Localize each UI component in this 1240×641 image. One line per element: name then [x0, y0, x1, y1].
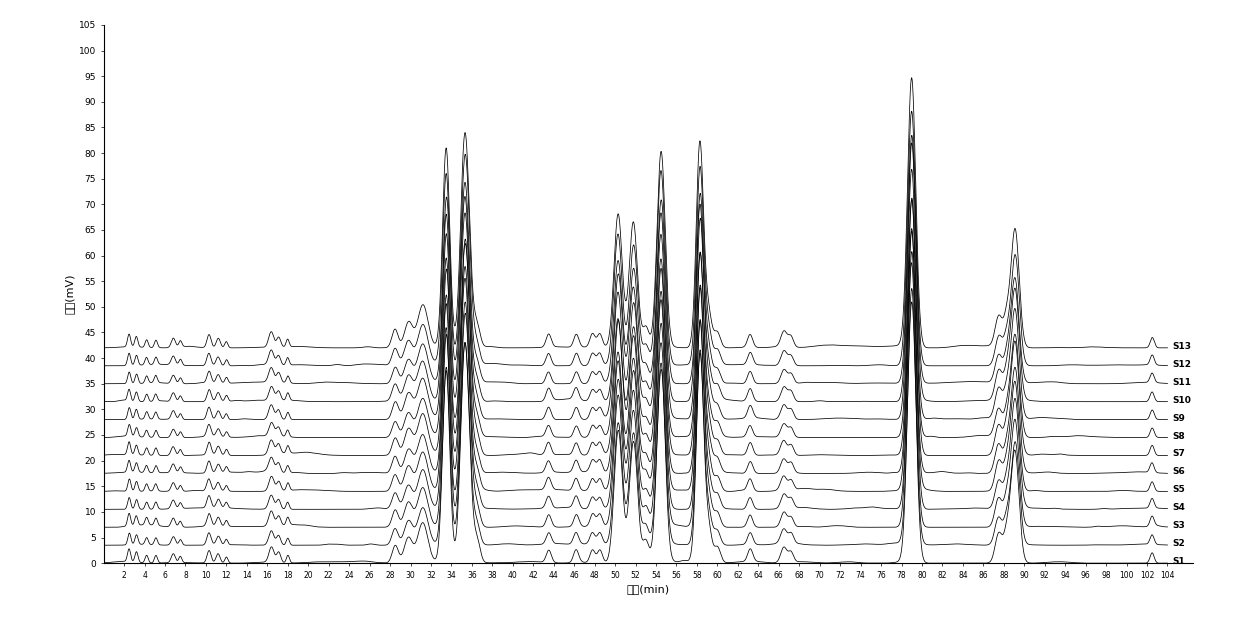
- Text: S5: S5: [1173, 485, 1185, 494]
- Text: S11: S11: [1173, 378, 1192, 387]
- Text: S13: S13: [1173, 342, 1192, 351]
- Text: S6: S6: [1173, 467, 1185, 476]
- Text: S2: S2: [1173, 539, 1185, 548]
- Text: S9: S9: [1173, 413, 1185, 422]
- Text: S3: S3: [1173, 521, 1185, 530]
- Y-axis label: 信号(mV): 信号(mV): [64, 274, 74, 314]
- Text: S10: S10: [1173, 395, 1192, 404]
- Text: S8: S8: [1173, 431, 1185, 440]
- Text: S12: S12: [1173, 360, 1192, 369]
- Text: S1: S1: [1173, 557, 1185, 566]
- Text: S4: S4: [1173, 503, 1185, 512]
- Text: S7: S7: [1173, 449, 1185, 458]
- X-axis label: 时间(min): 时间(min): [626, 584, 670, 594]
